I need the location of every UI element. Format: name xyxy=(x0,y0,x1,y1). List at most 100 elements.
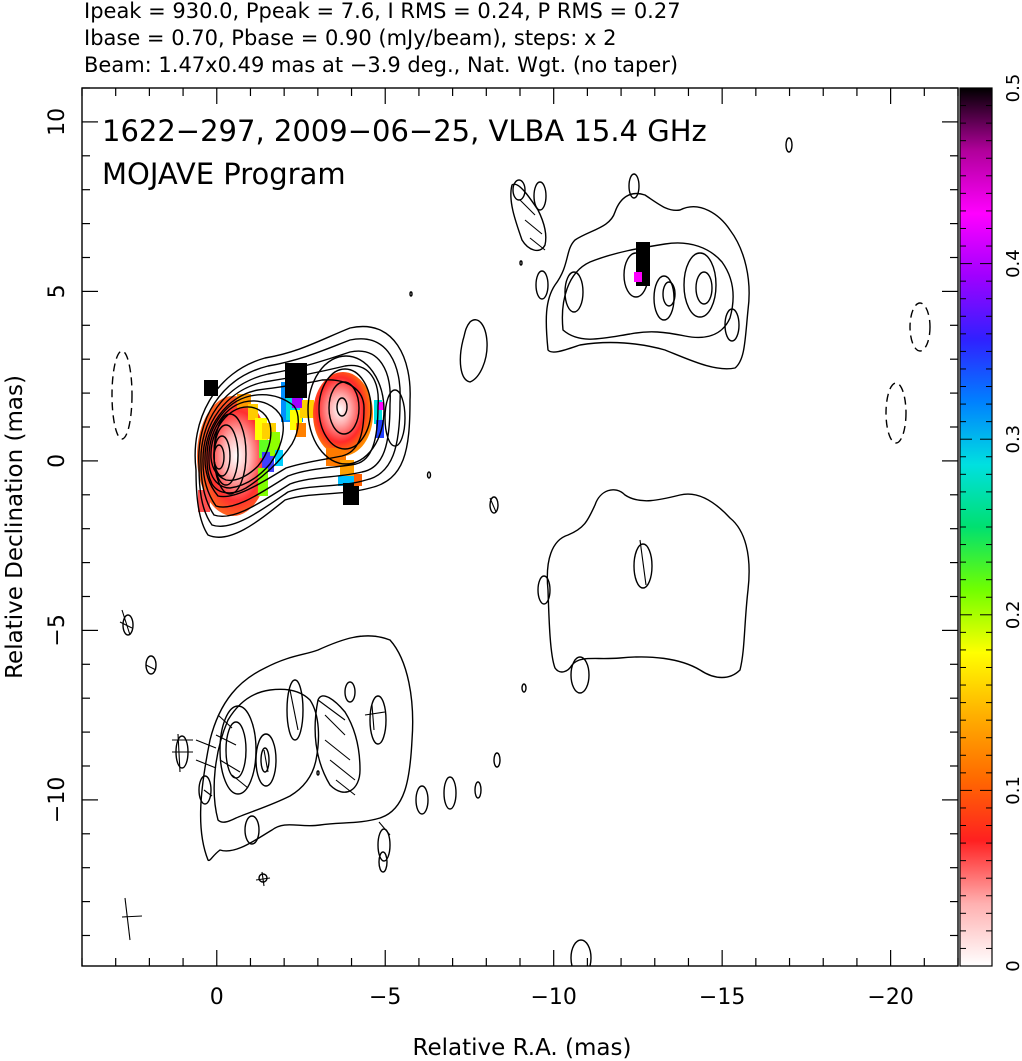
contour-level xyxy=(384,389,406,447)
contour-map xyxy=(122,137,793,966)
contour-level xyxy=(316,770,320,776)
negative-contour xyxy=(909,302,931,352)
contour-level xyxy=(208,400,284,489)
colorbar-tick-label: 0 xyxy=(1003,960,1022,971)
negative-contours xyxy=(111,302,931,444)
evpa-vector xyxy=(121,915,143,918)
contour-level xyxy=(474,781,482,799)
pol-patch xyxy=(292,398,302,408)
contour-level xyxy=(194,325,411,538)
contour-level xyxy=(328,381,360,435)
contour-level xyxy=(512,179,526,201)
contour-level xyxy=(628,173,640,199)
evpa-vector xyxy=(529,237,546,251)
colorbar-tick-label: 0.5 xyxy=(1003,74,1022,103)
contour-level xyxy=(369,695,387,745)
colorbar: 0 0.1 0.2 0.3 0.4 0.5 xyxy=(959,74,1022,972)
contour-level xyxy=(521,683,527,693)
plot-area: 1622−297, 2009−06−25, VLBA 15.4 GHz MOJA… xyxy=(81,87,959,967)
contour-level xyxy=(443,776,457,810)
pol-patch xyxy=(376,420,384,438)
y-tick-label: 10 xyxy=(45,108,70,136)
y-tick-label: −5 xyxy=(45,614,70,646)
evpa-vector xyxy=(145,664,157,671)
contour-level xyxy=(564,271,584,313)
contour-level xyxy=(307,355,385,465)
evpa-vector xyxy=(329,759,356,781)
evpa-vector xyxy=(639,539,647,586)
negative-contour xyxy=(111,350,133,440)
contour-level xyxy=(204,379,365,498)
contour-level xyxy=(519,260,523,266)
y-tick-label: 5 xyxy=(45,284,70,298)
contour-level xyxy=(535,270,549,300)
contour-level xyxy=(683,252,717,318)
contour-level xyxy=(336,397,348,417)
pol-patch xyxy=(354,474,362,486)
y-axis-ticks: 10 5 0 −5 −10 xyxy=(45,87,958,937)
colorbar-tick-label: 0.4 xyxy=(1003,249,1022,278)
evpa-vector xyxy=(489,497,497,513)
evpa-vector xyxy=(324,739,351,761)
contour-level xyxy=(198,338,401,527)
evpa-vector xyxy=(195,739,217,749)
contour-level xyxy=(533,181,547,211)
x-tick-label: −20 xyxy=(867,985,913,1010)
pol-patch xyxy=(262,452,274,472)
y-tick-label: −10 xyxy=(45,777,70,823)
pol-patch xyxy=(237,394,251,408)
contour-level xyxy=(633,543,653,589)
y-axis-label: Relative Declination (mas) xyxy=(2,375,28,679)
evpa-vector xyxy=(195,759,217,769)
polarization-color-map xyxy=(197,242,650,516)
contour-level xyxy=(244,815,260,845)
contour-level xyxy=(409,291,413,297)
contour-level xyxy=(206,394,299,494)
contour-level xyxy=(510,183,547,252)
evpa-vector xyxy=(324,714,346,736)
pol-patch xyxy=(378,402,384,410)
evpa-vector xyxy=(519,199,536,216)
contour-level xyxy=(662,281,676,307)
evpa-vector xyxy=(219,759,241,773)
contour-level xyxy=(415,785,429,815)
header-base-levels: Ibase = 0.70, Pbase = 0.90 (mJy/beam), s… xyxy=(84,26,616,50)
contour-level xyxy=(489,496,499,514)
evpa-vector xyxy=(371,704,375,731)
contour-level xyxy=(202,364,379,508)
contour-level xyxy=(378,851,388,873)
plot-subtitle: MOJAVE Program xyxy=(102,157,346,191)
contour-level xyxy=(314,695,361,793)
contour-level xyxy=(377,828,391,862)
pol-patch xyxy=(300,400,314,418)
contour-level xyxy=(570,656,590,694)
evpa-vector xyxy=(119,621,133,629)
pol-patch xyxy=(338,476,354,486)
evpa-vector xyxy=(215,734,237,746)
contour-level xyxy=(561,242,734,340)
pol-patch xyxy=(634,272,642,282)
evpa-vector xyxy=(378,821,391,836)
contour-level xyxy=(219,705,257,795)
contour-level xyxy=(260,747,270,773)
contour-level xyxy=(570,939,592,966)
pol-knot-region xyxy=(313,372,373,456)
contour-level xyxy=(198,775,212,805)
contour-level xyxy=(255,733,277,787)
evpa-vector xyxy=(124,897,131,941)
x-tick-label: −5 xyxy=(369,985,401,1010)
pol-patch xyxy=(248,404,258,420)
colorbar-tick-label: 0.2 xyxy=(1003,600,1022,629)
evpa-vector xyxy=(263,749,269,773)
x-axis-label: Relative R.A. (mas) xyxy=(413,1035,632,1061)
evpa-vector xyxy=(217,714,233,729)
x-tick-label: −10 xyxy=(530,985,576,1010)
header-beam-info: Beam: 1.47x0.49 mas at −3.9 deg., Nat. W… xyxy=(84,53,678,77)
evpa-vector xyxy=(524,219,543,235)
polarization-vectors xyxy=(119,199,647,941)
contour-level xyxy=(199,635,414,862)
contour-level xyxy=(459,319,488,383)
contour-level xyxy=(213,444,225,470)
evpa-vector xyxy=(231,774,249,789)
